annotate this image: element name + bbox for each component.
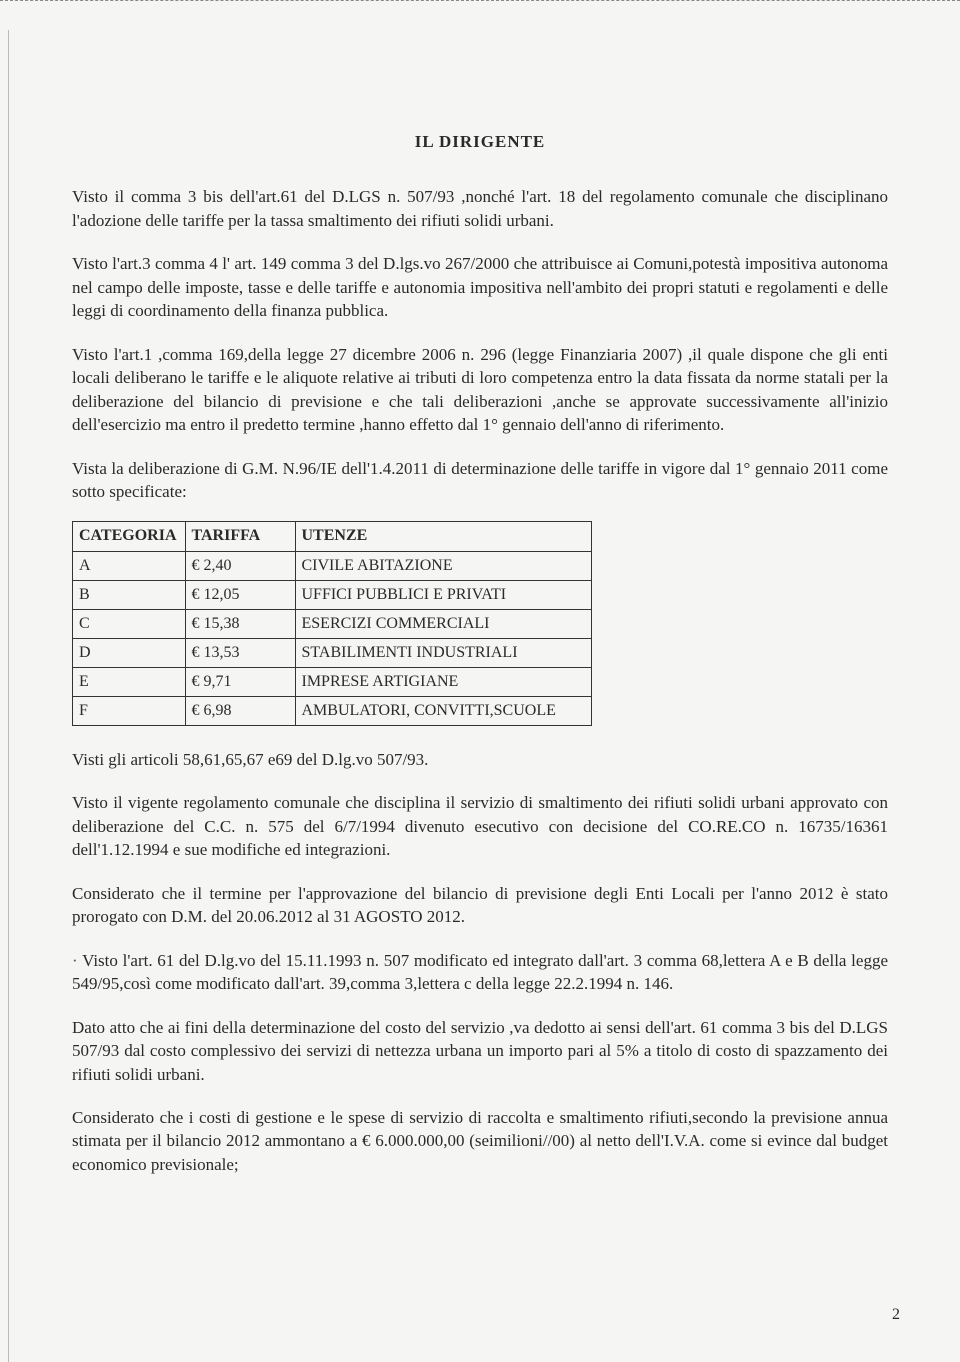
document-title: IL DIRIGENTE [72,130,888,153]
cell-utenze: STABILIMENTI INDUSTRIALI [295,638,592,667]
header-utenze: UTENZE [295,522,592,551]
scan-artifact-top [0,0,960,10]
paragraph-visto-regolamento: Visto il vigente regolamento comunale ch… [72,791,888,861]
paragraph-visto-3: Visto l'art.1 ,comma 169,della legge 27 … [72,343,888,437]
cell-tariffa: € 9,71 [185,667,295,696]
cell-tariffa: € 2,40 [185,551,295,580]
paragraph-visto-art61: Visto l'art. 61 del D.lg.vo del 15.11.19… [72,951,888,993]
bullet-dot: · [72,951,82,970]
cell-categoria: A [73,551,186,580]
table-row: F € 6,98 AMBULATORI, CONVITTI,SCUOLE [73,696,592,725]
paragraph-dato-atto: Dato atto che ai fini della determinazio… [72,1016,888,1086]
table-row: D € 13,53 STABILIMENTI INDUSTRIALI [73,638,592,667]
cell-utenze: CIVILE ABITAZIONE [295,551,592,580]
table-header-row: CATEGORIA TARIFFA UTENZE [73,522,592,551]
paragraph-vista-deliberazione: Vista la deliberazione di G.M. N.96/IE d… [72,457,888,504]
paragraph-considerato-termine: Considerato che il termine per l'approva… [72,882,888,929]
cell-tariffa: € 6,98 [185,696,295,725]
cell-categoria: D [73,638,186,667]
cell-tariffa: € 12,05 [185,580,295,609]
cell-utenze: UFFICI PUBBLICI E PRIVATI [295,580,592,609]
tariff-table: CATEGORIA TARIFFA UTENZE A € 2,40 CIVILE… [72,521,592,726]
table-row: E € 9,71 IMPRESE ARTIGIANE [73,667,592,696]
cell-tariffa: € 13,53 [185,638,295,667]
paragraph-visto-2: Visto l'art.3 comma 4 l' art. 149 comma … [72,252,888,322]
cell-categoria: F [73,696,186,725]
cell-utenze: ESERCIZI COMMERCIALI [295,609,592,638]
table-row: A € 2,40 CIVILE ABITAZIONE [73,551,592,580]
page-number: 2 [892,1306,900,1324]
cell-utenze: IMPRESE ARTIGIANE [295,667,592,696]
table-row: C € 15,38 ESERCIZI COMMERCIALI [73,609,592,638]
cell-utenze: AMBULATORI, CONVITTI,SCUOLE [295,696,592,725]
paragraph-considerato-costi: Considerato che i costi di gestione e le… [72,1106,888,1176]
table-row: B € 12,05 UFFICI PUBBLICI E PRIVATI [73,580,592,609]
header-categoria: CATEGORIA [73,522,186,551]
cell-categoria: C [73,609,186,638]
cell-categoria: E [73,667,186,696]
cell-categoria: B [73,580,186,609]
paragraph-visto-1: Visto il comma 3 bis dell'art.61 del D.L… [72,185,888,232]
cell-tariffa: € 15,38 [185,609,295,638]
paragraph-visti-articoli: Visti gli articoli 58,61,65,67 e69 del D… [72,748,888,771]
header-tariffa: TARIFFA [185,522,295,551]
scan-artifact-left [8,30,10,1362]
document-page: IL DIRIGENTE Visto il comma 3 bis dell'a… [0,0,960,1236]
